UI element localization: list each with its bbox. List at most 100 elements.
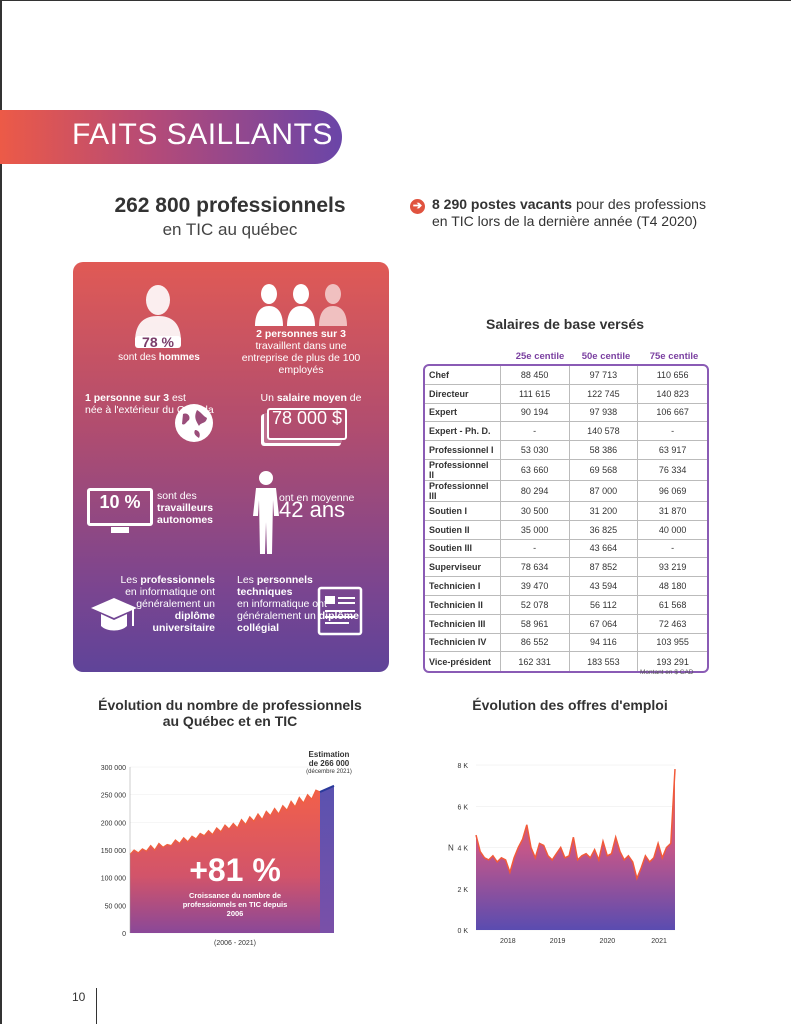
table-row: Chef 88 450 97 713 110 656 <box>425 366 707 385</box>
cell-value: 31 200 <box>569 501 639 521</box>
y-tick-label: 150 000 <box>101 848 126 855</box>
y-tick-label: 0 K <box>457 928 468 935</box>
cell-value: - <box>638 540 707 559</box>
salary-table-title: Salaires de base versés <box>485 316 644 332</box>
chart1-caption: Croissance du nombre de professionnels e… <box>182 891 288 918</box>
cell-value: 80 294 <box>500 480 570 502</box>
salary-table: Chef 88 450 97 713 110 656 Directeur 111 615 1… <box>423 364 709 674</box>
age-text: ont en moyenne <box>279 492 355 504</box>
row-label: Superviseur <box>425 558 501 578</box>
headline-vacancies: 8 290 postes vacants pour des profession… <box>410 196 755 230</box>
men-pct: 78 % <box>135 335 181 349</box>
x-tick-label: 2019 <box>550 938 566 945</box>
table-row: Expert 90 194 97 938 106 667 <box>425 403 707 423</box>
y-tick-label: 50 000 <box>105 903 127 910</box>
chart1-title: Évolution du nombre de professionnels au … <box>98 697 362 729</box>
chart1-growth: +81 % <box>189 852 281 888</box>
cell-value: 43 664 <box>569 539 639 559</box>
table-row: Technicien I 39 470 43 594 48 180 <box>425 577 707 596</box>
series-line <box>129 789 321 855</box>
x-tick-label: 2021 <box>651 938 667 945</box>
man-icon <box>135 285 181 342</box>
row-label: Soutien III <box>425 539 501 559</box>
cell-value: 36 825 <box>569 520 639 540</box>
table-row: Professionnel III 80 294 87 000 96 069 <box>425 480 707 502</box>
banknote-icon <box>267 408 347 440</box>
table-row: Directeur 111 615 122 745 140 823 <box>425 384 707 404</box>
row-label: Soutien I <box>425 501 501 521</box>
table-row: Soutien II 35 000 36 825 40 000 <box>425 520 707 540</box>
cell-value: 56 112 <box>569 595 639 615</box>
x-tick-label: 2018 <box>500 938 516 945</box>
job-offers-chart: 8 K 6 K 4 K 2 K 0 K N 2018 2019 2020 2021 <box>448 763 676 945</box>
salary-header-25: 25e centile <box>515 351 565 362</box>
x-tick-label: 2020 <box>600 938 616 945</box>
infographic-box: 78 % sont des hommes 2 personnes sur 3 tr… <box>73 262 389 672</box>
people-icon <box>255 284 347 326</box>
cell-value: 39 470 <box>500 577 570 596</box>
cell-value: 193 291 <box>656 656 689 667</box>
row-label: Expert - Ph. D. <box>425 422 501 442</box>
cell-value: 122 745 <box>569 384 639 404</box>
page-number: 10 <box>72 990 86 1004</box>
salary-stat: Un salaire moyen de <box>260 392 362 404</box>
headline-professionals: 262 800 professionnels en TIC au québec <box>80 194 380 240</box>
table-row: Technicien II 52 078 56 112 61 568 <box>425 595 707 615</box>
y-tick-label: 200 000 <box>101 820 126 827</box>
globe-icon <box>175 404 213 442</box>
cell-value: 40 000 <box>638 521 707 540</box>
cell-value: 52 078 <box>500 595 570 615</box>
y-tick-label: 250 000 <box>101 793 126 800</box>
row-label: Directeur <box>425 384 501 404</box>
vacancies-bold: 8 290 postes vacants <box>432 196 573 212</box>
area-series <box>130 790 320 933</box>
cell-value: 106 667 <box>638 404 707 423</box>
cell-value: 48 180 <box>638 577 707 596</box>
salary-note: Montant en $ CAD <box>640 669 694 676</box>
table-row: Technicien III 58 961 67 064 72 463 <box>425 614 707 634</box>
age-value: 42 ans <box>279 497 346 522</box>
table-row: Soutien I 30 500 31 200 31 870 <box>425 501 707 521</box>
cell-value: - <box>500 422 570 442</box>
section-banner <box>0 110 342 164</box>
row-label: Technicien IV <box>425 633 501 653</box>
cell-value: 110 656 <box>638 366 707 385</box>
company-stat: 2 personnes sur 3 travaillent dans une en… <box>241 328 361 376</box>
cell-value: 140 823 <box>638 385 707 404</box>
series-line <box>475 769 676 881</box>
chart1-estimate-note: Estimation de 266 000 (décembre 2021) <box>306 750 352 775</box>
y-axis-label: N <box>448 844 454 853</box>
cell-value: 111 615 <box>500 384 570 404</box>
graduation-cap-icon <box>91 598 137 631</box>
y-tick-label: 300 000 <box>101 765 126 772</box>
cell-value: 53 030 <box>500 441 570 460</box>
men-text: sont des hommes <box>118 352 200 363</box>
salary-value: 78 000 $ <box>271 408 343 428</box>
diploma-icon <box>317 586 363 636</box>
row-label: Chef <box>425 366 501 385</box>
monitor-icon <box>87 488 153 526</box>
table-row: Expert - Ph. D. -140 578- <box>425 422 707 442</box>
salary-header-50: 50e centile <box>581 351 631 362</box>
cell-value: 72 463 <box>638 615 707 634</box>
y-tick-label: 100 000 <box>101 876 126 883</box>
cell-value: 35 000 <box>500 520 570 540</box>
arrow-right-icon: ➔ <box>410 199 425 214</box>
section-title: FAITS SAILLANTS <box>72 118 333 151</box>
professionals-chart: 300 000 250 000 200 000 150 000 100 000 50 00… <box>101 765 335 938</box>
cell-value: 67 064 <box>569 614 639 634</box>
chart2-title: Évolution des offres d'emploi <box>472 697 668 713</box>
cell-value: 93 219 <box>638 558 707 578</box>
cell-value: 78 634 <box>500 558 570 578</box>
y-tick-label: 2 K <box>457 887 468 894</box>
row-label: Expert <box>425 403 501 423</box>
table-row: Soutien III -43 664- <box>425 539 707 559</box>
cell-value: 90 194 <box>500 403 570 423</box>
row-label: Soutien II <box>425 520 501 540</box>
y-tick-label: 0 <box>122 931 126 938</box>
cell-value: 96 069 <box>638 481 707 502</box>
cell-value: 97 938 <box>569 403 639 423</box>
row-label: Professionnel III <box>425 480 501 502</box>
cell-value: - <box>638 422 707 442</box>
